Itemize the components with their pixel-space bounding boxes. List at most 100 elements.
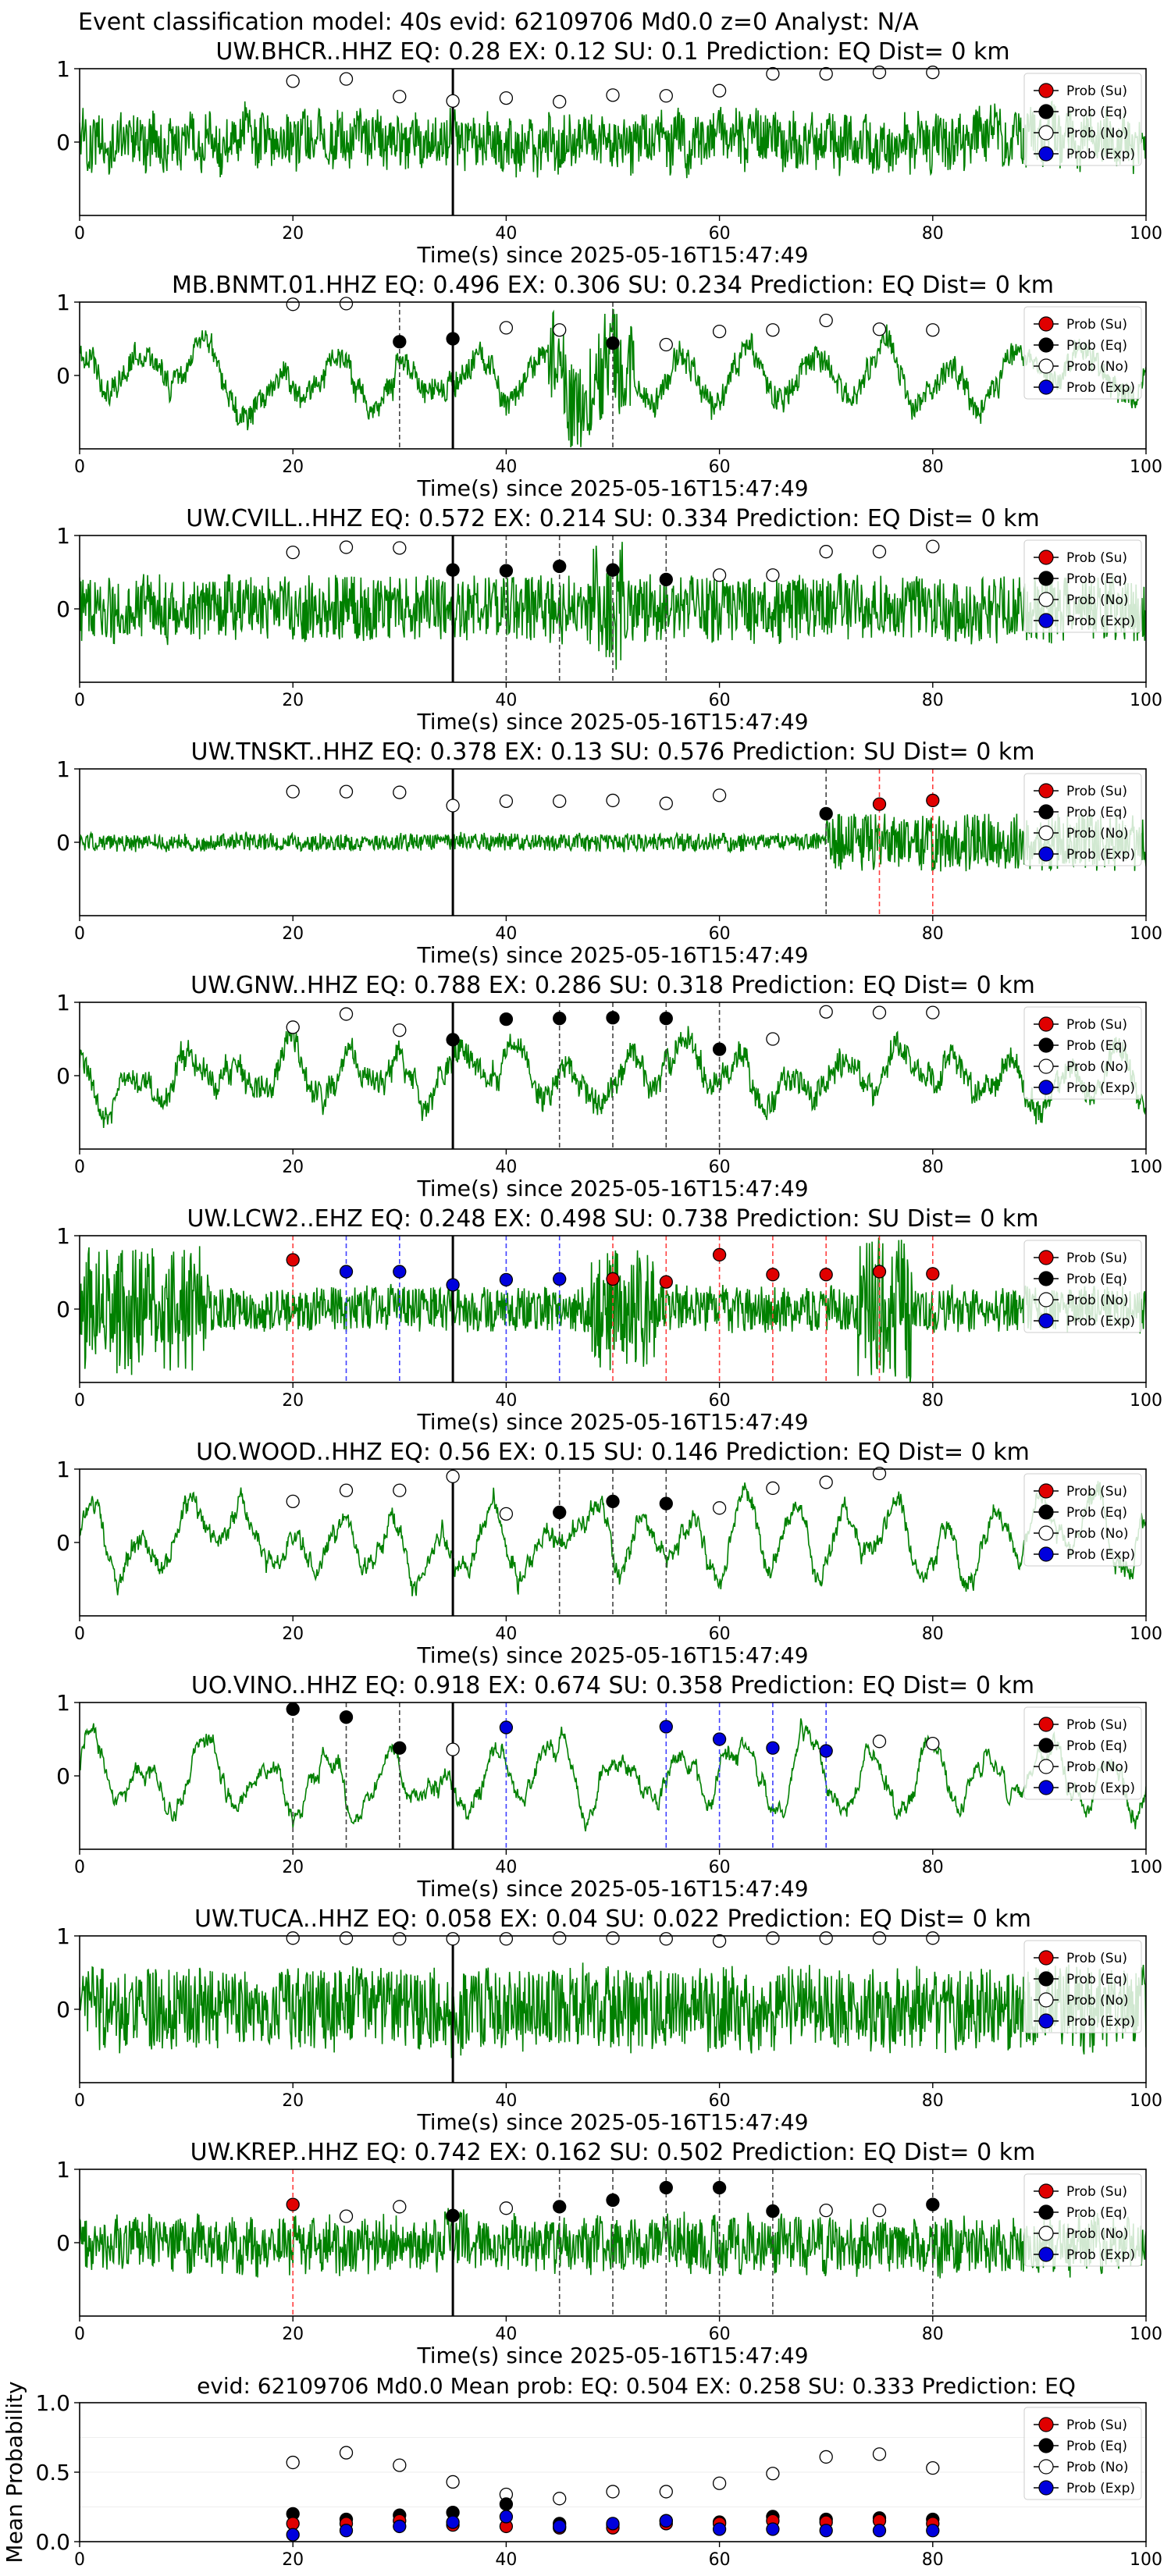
summary-xtick-label: 0 (74, 2550, 85, 2570)
summary-point-no (446, 2475, 460, 2489)
panel-10-legend-marker-exp (1038, 2247, 1054, 2262)
panel-7-ytick-label: 1 (56, 1457, 70, 1482)
panel-3-legend-marker-su (1038, 550, 1054, 565)
panel-1-marker-no (712, 84, 727, 98)
panel-3-marker-no (819, 545, 833, 559)
panel-5-legend-label-eq: Prob (Eq) (1066, 1038, 1127, 1054)
panel-4-marker-no (339, 785, 354, 799)
panel-8-legend-marker-exp (1038, 1780, 1054, 1795)
panel-9-xtick-label: 100 (1130, 2091, 1162, 2111)
panel-7-marker-eq (606, 1494, 620, 1509)
panel-8-marker-exp (659, 1720, 673, 1734)
panel-8-waveform (80, 1718, 1146, 1832)
panel-9-marker-no (712, 1934, 727, 1948)
panel-9-marker-no (286, 1931, 300, 1945)
panel-9: UW.TUCA..HHZ EQ: 0.058 EX: 0.04 SU: 0.02… (56, 1905, 1162, 2135)
summary-point-no (712, 2476, 727, 2490)
panel-3-marker-eq (553, 559, 567, 574)
panel-6-ytick-label: 1 (56, 1223, 70, 1249)
panel-2-xlabel: Time(s) since 2025-05-16T15:47:49 (416, 475, 808, 501)
panel-4-ytick-label: 0 (56, 830, 70, 856)
panel-8-xtick-label: 80 (922, 1858, 944, 1877)
summary-xtick-label: 40 (495, 2550, 517, 2570)
panel-6-xtick-label: 100 (1130, 1391, 1162, 1411)
panel-5-legend-marker-su (1038, 1016, 1054, 1032)
panel-8-marker-exp (499, 1720, 514, 1735)
summary-legend-marker-no (1038, 2459, 1054, 2475)
panel-6-legend-label-su: Prob (Su) (1066, 1251, 1127, 1266)
panel-6-legend-label-exp: Prob (Exp) (1066, 1314, 1135, 1329)
panel-9-xtick-label: 0 (74, 2091, 85, 2111)
panel-1-legend-box (1023, 73, 1142, 166)
panel-1-legend-label-eq: Prob (Eq) (1066, 105, 1127, 120)
panel-7-ytick-label: 0 (56, 1530, 70, 1556)
panel-10-ytick-label: 0 (56, 2230, 70, 2256)
summary-point-no (553, 2492, 567, 2506)
panel-7-marker-eq (553, 1505, 567, 1520)
panel-3-title: UW.CVILL..HHZ EQ: 0.572 EX: 0.214 SU: 0.… (186, 505, 1040, 532)
summary-legend-box (1023, 2407, 1142, 2500)
panel-4-legend-label-eq: Prob (Eq) (1066, 805, 1127, 820)
panel-4-xlabel: Time(s) since 2025-05-16T15:47:49 (416, 942, 808, 968)
panel-5-marker-no (819, 1005, 833, 1019)
panel-4-marker-no (286, 785, 300, 799)
panel-8-marker-exp (766, 1741, 780, 1755)
panel-4-marker-eq (819, 806, 833, 820)
panel-1-xtick-label: 60 (709, 224, 731, 244)
panel-10-legend: Prob (Su) Prob (Eq) Prob (No) Prob (Exp) (1023, 2173, 1142, 2267)
panel-6-xtick-label: 40 (495, 1391, 517, 1411)
panel-5-ytick-label: 1 (56, 990, 70, 1016)
panel-1-marker-no (339, 72, 354, 86)
panel-7-marker-no (712, 1501, 727, 1515)
panel-5-legend-marker-no (1038, 1059, 1054, 1074)
panel-6-legend-box (1023, 1240, 1142, 1333)
summary-legend-marker-exp (1038, 2480, 1054, 2496)
panel-1-marker-no (446, 94, 460, 109)
panel-6-marker-exp (339, 1265, 354, 1279)
panel-8-marker-exp (819, 1744, 833, 1758)
panel-8-axes (79, 1702, 1147, 1850)
panel-5-legend-marker-exp (1038, 1080, 1054, 1095)
panel-8-marker-eq (393, 1741, 407, 1755)
summary-xtick-label: 100 (1130, 2550, 1162, 2570)
panel-3-ytick-label: 0 (56, 596, 70, 622)
panel-10-marker-no (872, 2203, 887, 2218)
panel-1-xtick-label: 80 (922, 224, 944, 244)
panel-1-marker-no (393, 90, 407, 104)
panel-1-marker-no (926, 66, 940, 80)
panel-8-marker-no (446, 1742, 460, 1756)
panel-2-marker-no (712, 324, 727, 339)
panel-3-marker-no (393, 541, 407, 555)
panel-4-marker-no (606, 793, 620, 808)
panel-5-legend-label-su: Prob (Su) (1066, 1017, 1127, 1033)
panel-2-legend-box (1023, 306, 1142, 400)
panel-10-legend-label-exp: Prob (Exp) (1066, 2247, 1135, 2263)
panel-7-legend-label-no: Prob (No) (1066, 1526, 1129, 1542)
panel-2-xtick-label: 0 (74, 457, 85, 477)
summary-point-exp (499, 2510, 514, 2524)
summary-panel: evid: 62109706 Md0.0 Mean prob: EQ: 0.50… (2, 2373, 1162, 2570)
panel-7-xtick-label: 80 (922, 1624, 944, 1644)
panel-2-legend-label-eq: Prob (Eq) (1066, 338, 1127, 354)
panel-9-legend-marker-su (1038, 1950, 1054, 1966)
summary-point-no (286, 2455, 300, 2470)
panel-5-legend-label-exp: Prob (Exp) (1066, 1080, 1135, 1096)
panel-6-marker-su (872, 1265, 887, 1279)
panel-3: UW.CVILL..HHZ EQ: 0.572 EX: 0.214 SU: 0.… (56, 505, 1162, 735)
panel-10-xtick-label: 40 (495, 2325, 517, 2344)
panel-4: UW.TNSKT..HHZ EQ: 0.378 EX: 0.13 SU: 0.5… (56, 738, 1162, 968)
summary-point-no (393, 2458, 407, 2472)
panel-2-xtick-label: 80 (922, 457, 944, 477)
summary-point-no (766, 2467, 780, 2481)
panel-2-marker-no (499, 321, 514, 335)
panel-1-legend-label-su: Prob (Su) (1066, 84, 1127, 99)
summary-point-exp (393, 2519, 407, 2534)
panel-6-xtick-label: 80 (922, 1391, 944, 1411)
panel-3-marker-eq (499, 564, 514, 578)
panel-3-legend: Prob (Su) Prob (Eq) Prob (No) Prob (Exp) (1023, 539, 1142, 633)
panel-2-legend-marker-eq (1038, 337, 1054, 353)
panel-2-ytick-label: 1 (56, 290, 70, 315)
summary-xtick-label: 80 (922, 2550, 944, 2570)
panel-2-xtick-label: 40 (495, 457, 517, 477)
panel-9-marker-no (659, 1932, 673, 1946)
